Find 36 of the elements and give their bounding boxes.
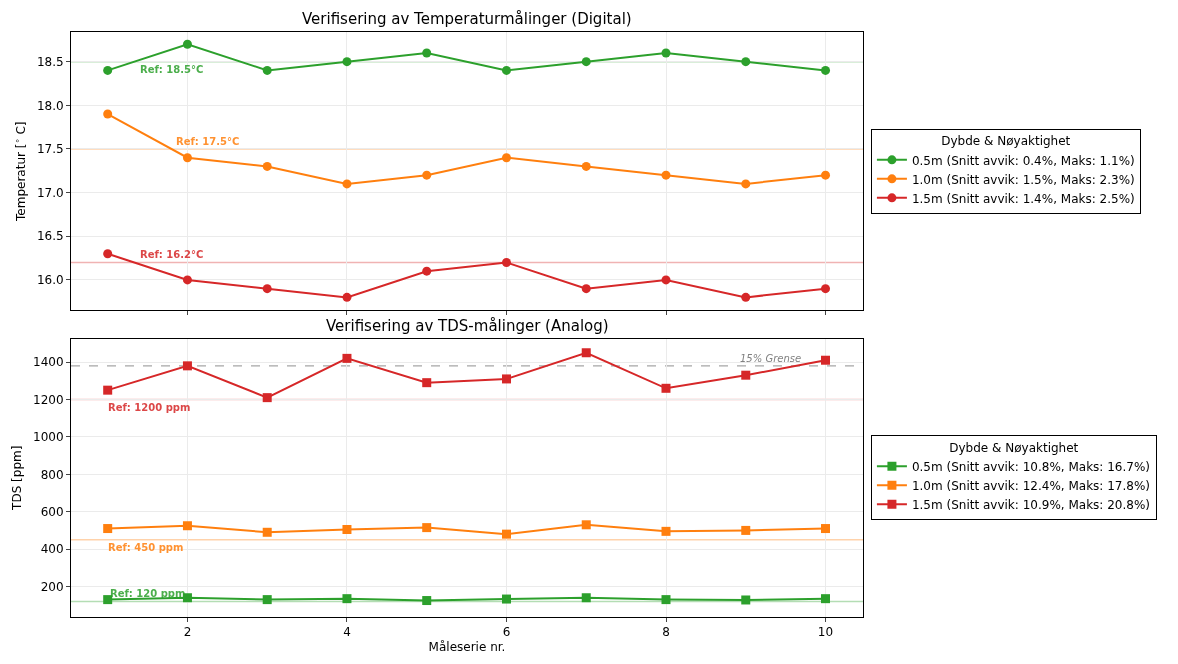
y-tick-label: 16.5 — [36, 229, 64, 244]
y-tick-label: 200 — [40, 579, 64, 594]
y-axis-title: TDS [ppm] — [10, 445, 25, 511]
ref-line-label: Ref: 1200 ppm — [108, 402, 191, 413]
y-tick-label: 18.5 — [36, 54, 64, 69]
y-tick-label: 400 — [40, 542, 64, 557]
legend-title: Dybde & Nøyaktighet — [949, 440, 1079, 455]
chart-title: Verifisering av Temperaturmålinger (Digital) — [302, 10, 632, 28]
y-tick-label: 1200 — [33, 392, 64, 407]
y-tick-label: 18.0 — [36, 98, 64, 113]
y-tick-label: 17.5 — [36, 142, 64, 157]
y-tick-label: 16.0 — [36, 273, 64, 288]
legend-label: 1.5m (Snitt avvik: 10.9%, Maks: 20.8%) — [911, 498, 1150, 513]
ref-line-label: Ref: 17.5°C — [176, 136, 240, 147]
x-tick-label: 6 — [502, 625, 511, 640]
y-tick-label: 1400 — [33, 355, 64, 370]
x-tick-label: 10 — [817, 625, 834, 640]
ref-line-label: 15% Grense — [740, 353, 802, 364]
x-axis-title: Måleserie nr. — [428, 640, 506, 655]
legend-label: 0.5m (Snitt avvik: 0.4%, Maks: 1.1%) — [911, 153, 1135, 168]
y-tick-label: 1000 — [33, 430, 64, 445]
chart-title: Verifisering av TDS-målinger (Analog) — [326, 317, 609, 335]
y-tick-label: 600 — [40, 504, 64, 519]
legend-label: 1.5m (Snitt avvik: 1.4%, Maks: 2.5%) — [911, 191, 1135, 206]
ref-line-label: Ref: 450 ppm — [108, 542, 184, 553]
x-tick-label: 4 — [343, 625, 351, 640]
x-tick-label: 2 — [183, 625, 192, 640]
y-tick-label: 800 — [40, 467, 64, 482]
legend-label: 0.5m (Snitt avvik: 10.8%, Maks: 16.7%) — [911, 460, 1150, 475]
x-tick-label: 8 — [662, 625, 670, 640]
y-tick-label: 17.0 — [36, 185, 64, 200]
ref-line-label: Ref: 18.5°C — [140, 64, 204, 75]
legend-label: 1.0m (Snitt avvik: 1.5%, Maks: 2.3%) — [911, 172, 1135, 187]
legend-title: Dybde & Nøyaktighet — [941, 134, 1071, 149]
ref-line-label: Ref: 16.2°C — [140, 249, 204, 260]
legend-label: 1.0m (Snitt avvik: 12.4%, Maks: 17.8%) — [911, 479, 1150, 494]
